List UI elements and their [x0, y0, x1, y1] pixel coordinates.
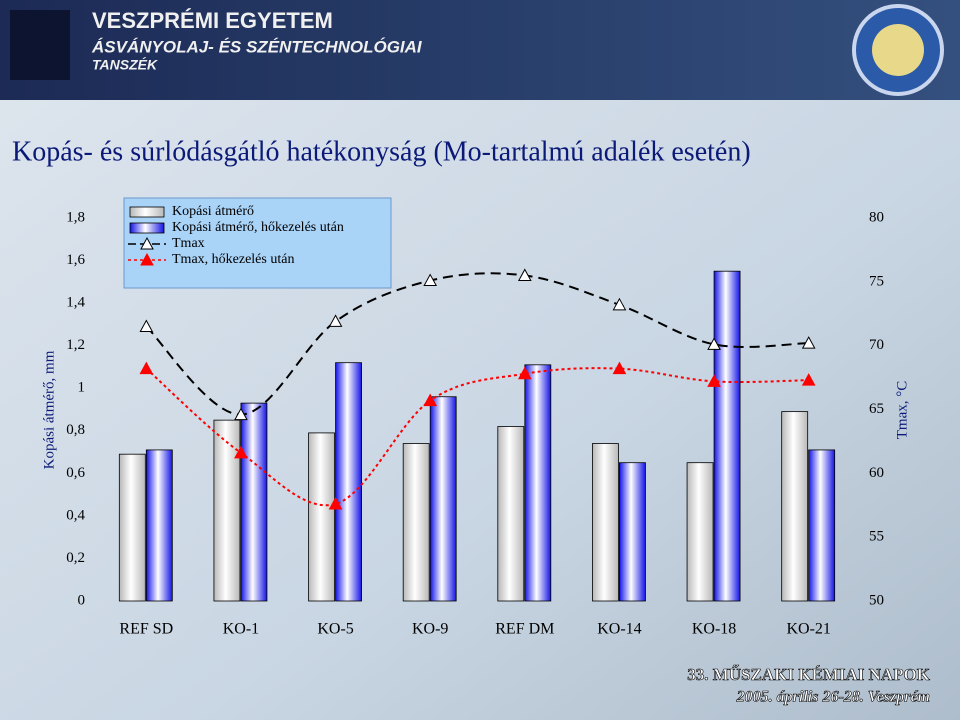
- bar: [592, 443, 619, 602]
- x-tick-label: KO-21: [786, 621, 830, 638]
- y2-tick-label: 50: [869, 592, 884, 608]
- bar: [781, 411, 809, 602]
- header-banner: [0, 0, 960, 100]
- y2-tick-label: 65: [869, 401, 884, 417]
- point: [139, 319, 154, 333]
- x-tick-label: KO-14: [597, 621, 641, 638]
- legend-swatch: [129, 206, 165, 218]
- bar: [686, 462, 714, 602]
- header-logo: [10, 10, 70, 80]
- header-line: VESZPRÉMI EGYETEM: [92, 8, 333, 33]
- point: [517, 366, 532, 380]
- y2-tick-label: 55: [869, 529, 884, 545]
- seal-center: [872, 24, 924, 76]
- point: [139, 361, 154, 375]
- bar: [118, 453, 146, 602]
- legend-marker: [140, 236, 154, 250]
- point: [612, 297, 627, 311]
- y-tick-label: 1: [78, 380, 86, 396]
- x-tick-label: REF DM: [495, 621, 554, 638]
- point: [707, 374, 721, 387]
- bar: [335, 362, 362, 602]
- point: [612, 361, 627, 375]
- bar: [240, 402, 268, 602]
- legend-label: Kopási átmérő: [172, 204, 254, 219]
- point: [517, 268, 532, 281]
- bar: [524, 364, 552, 602]
- y2-tick-label: 75: [869, 273, 884, 289]
- point: [423, 273, 438, 287]
- point: [707, 337, 721, 350]
- bar: [308, 432, 335, 602]
- legend-swatch: [129, 222, 165, 234]
- point: [328, 496, 343, 510]
- y-tick-label: 1,2: [66, 337, 85, 353]
- legend-label: Kopási átmérő, hőkezelés után: [172, 220, 344, 235]
- point: [423, 393, 438, 407]
- bar: [402, 443, 430, 602]
- bar: [213, 419, 241, 602]
- point: [234, 407, 248, 421]
- header-line: TANSZÉK: [92, 57, 158, 73]
- x-tick-label: KO-9: [412, 621, 448, 638]
- y2-axis-label: Tmax, °C: [894, 381, 910, 440]
- x-tick-label: KO-1: [223, 621, 259, 638]
- y-tick-label: 0,8: [66, 422, 85, 438]
- y-tick-label: 0,6: [66, 465, 85, 481]
- y-tick-label: 1,8: [66, 209, 85, 225]
- bar: [713, 270, 741, 602]
- y-tick-label: 1,6: [66, 252, 85, 268]
- x-tick-label: REF SD: [119, 621, 173, 638]
- footer-line: 2005. április 26-28. Veszprém: [736, 689, 930, 706]
- y-tick-label: 1,4: [66, 295, 85, 311]
- point: [801, 336, 816, 349]
- legend-label: Tmax, hőkezelés után: [172, 252, 294, 267]
- chart-title: Kopás- és súrlódásgátló hatékonyság (Mo-…: [12, 136, 751, 167]
- bar: [497, 426, 525, 602]
- y-tick-label: 0,2: [66, 550, 85, 566]
- y2-tick-label: 60: [869, 465, 884, 481]
- bar: [808, 449, 836, 602]
- legend-marker: [140, 252, 154, 266]
- bar: [429, 396, 457, 602]
- legend-label: Tmax: [172, 236, 205, 251]
- y-axis-label: Kopási átmérő, mm: [41, 350, 57, 469]
- x-tick-label: KO-5: [317, 621, 353, 638]
- point: [801, 373, 816, 386]
- x-tick-label: KO-18: [692, 621, 736, 638]
- bar: [145, 449, 173, 602]
- y2-tick-label: 80: [869, 209, 884, 225]
- footer-line: 33. MŰSZAKI KÉMIAI NAPOK: [687, 665, 931, 684]
- legend: [123, 197, 392, 289]
- y2-tick-label: 70: [869, 337, 884, 353]
- y-tick-label: 0,4: [66, 507, 85, 523]
- point: [328, 314, 343, 327]
- bar: [619, 462, 646, 602]
- y-tick-label: 0: [78, 592, 86, 608]
- point: [234, 445, 248, 459]
- header-line: ÁSVÁNYOLAJ- ÉS SZÉNTECHNOLÓGIAI: [91, 37, 423, 56]
